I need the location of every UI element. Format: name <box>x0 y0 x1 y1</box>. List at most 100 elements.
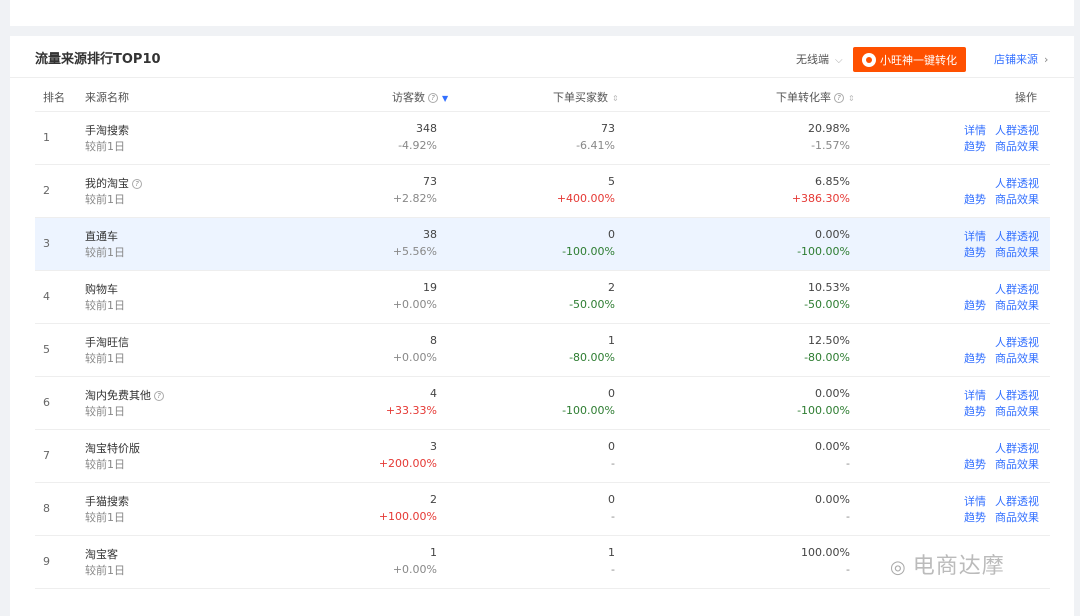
source-name-text: 淘宝特价版 <box>85 442 140 455</box>
help-icon[interactable]: ? <box>132 179 142 189</box>
conversion-change: -50.00% <box>804 298 850 311</box>
compare-label: 较前1日 <box>85 299 125 312</box>
card-header: 流量来源排行TOP10 无线端 ⌵ 小旺神一键转化 店铺来源 › <box>10 36 1074 78</box>
conversion-change: - <box>846 563 850 576</box>
product-effect-link[interactable]: 商品效果 <box>995 246 1039 259</box>
crowd-insight-link[interactable]: 人群透视 <box>995 177 1039 190</box>
visitors-value: 1 <box>430 546 437 559</box>
device-select-label: 无线端 <box>796 53 829 66</box>
table-row: 6 淘内免费其他? 较前1日 4 +33.33% 0 -100.00% 0.00% -100.0… <box>35 377 1050 430</box>
row-rank: 4 <box>43 290 50 303</box>
crowd-insight-link[interactable]: 人群透视 <box>995 283 1039 296</box>
buyers-change: -100.00% <box>562 404 615 417</box>
col-buyers[interactable]: 下单买家数 ⇕ <box>553 89 619 105</box>
crowd-insight-link[interactable]: 人群透视 <box>995 336 1039 349</box>
trend-link[interactable]: 趋势 <box>964 458 986 471</box>
row-rank: 9 <box>43 555 50 568</box>
conversion-change: -1.57% <box>811 139 850 152</box>
visitors-change: +0.00% <box>392 563 437 576</box>
trend-link[interactable]: 趋势 <box>964 352 986 365</box>
source-name: 手淘旺信 <box>85 334 129 350</box>
crowd-insight-link[interactable]: 人群透视 <box>995 230 1039 243</box>
detail-link[interactable]: 详情 <box>964 230 986 243</box>
row-rank: 5 <box>43 343 50 356</box>
sort-icon[interactable]: ⇕ <box>848 94 855 103</box>
col-ops: 操作 <box>1015 91 1037 104</box>
visitors-change: +5.56% <box>392 245 437 258</box>
conversion-value: 12.50% <box>808 334 850 347</box>
conversion-value: 0.00% <box>815 493 850 506</box>
one-click-convert-button[interactable]: 小旺神一键转化 <box>853 47 966 72</box>
product-effect-link[interactable]: 商品效果 <box>995 140 1039 153</box>
trend-link[interactable]: 趋势 <box>964 193 986 206</box>
source-name: 淘宝客 <box>85 546 118 562</box>
chevron-right-icon: › <box>1044 53 1049 66</box>
col-source: 来源名称 <box>85 91 129 104</box>
trend-link[interactable]: 趋势 <box>964 246 986 259</box>
col-visitors[interactable]: 访客数? ▼ <box>392 89 448 105</box>
detail-link[interactable]: 详情 <box>964 495 986 508</box>
visitors-value: 19 <box>423 281 437 294</box>
visitors-value: 73 <box>423 175 437 188</box>
source-name: 手猫搜索 <box>85 493 129 509</box>
product-effect-link[interactable]: 商品效果 <box>995 458 1039 471</box>
crowd-insight-link[interactable]: 人群透视 <box>995 495 1039 508</box>
help-icon[interactable]: ? <box>834 93 844 103</box>
compare-label: 较前1日 <box>85 405 125 418</box>
source-name-text: 淘宝客 <box>85 548 118 561</box>
product-effect-link[interactable]: 商品效果 <box>995 511 1039 524</box>
compare-label: 较前1日 <box>85 246 125 259</box>
wechat-icon: ◎ <box>890 557 907 578</box>
watermark: ◎ 电商达摩 <box>890 548 1005 580</box>
col-conversion-label: 下单转化率 <box>776 91 831 104</box>
trend-link[interactable]: 趋势 <box>964 140 986 153</box>
product-effect-link[interactable]: 商品效果 <box>995 352 1039 365</box>
buyers-value: 2 <box>608 281 615 294</box>
help-icon[interactable]: ? <box>428 93 438 103</box>
col-conversion[interactable]: 下单转化率? ⇕ <box>776 89 855 105</box>
row-rank: 8 <box>43 502 50 515</box>
visitors-value: 348 <box>416 122 437 135</box>
buyers-change: -50.00% <box>569 298 615 311</box>
crowd-insight-link[interactable]: 人群透视 <box>995 389 1039 402</box>
trend-link[interactable]: 趋势 <box>964 405 986 418</box>
conversion-value: 0.00% <box>815 228 850 241</box>
visitors-value: 3 <box>430 440 437 453</box>
table-row: 8 手猫搜索 较前1日 2 +100.00% 0 - 0.00% - 详情 人群透视 趋势 商品效果 <box>35 483 1050 536</box>
detail-link[interactable]: 详情 <box>964 389 986 402</box>
buyers-value: 0 <box>608 228 615 241</box>
buyers-change: -6.41% <box>576 139 615 152</box>
conversion-value: 20.98% <box>808 122 850 135</box>
visitors-change: +0.00% <box>392 298 437 311</box>
source-name: 淘宝特价版 <box>85 440 140 456</box>
visitors-change: +0.00% <box>392 351 437 364</box>
visitors-change: +200.00% <box>378 457 437 470</box>
top-card <box>10 0 1074 26</box>
detail-link[interactable]: 详情 <box>964 124 986 137</box>
compare-label: 较前1日 <box>85 564 125 577</box>
buyers-value: 0 <box>608 387 615 400</box>
source-name-text: 购物车 <box>85 283 118 296</box>
conversion-change: - <box>846 457 850 470</box>
product-effect-link[interactable]: 商品效果 <box>995 405 1039 418</box>
device-select[interactable]: 无线端 ⌵ <box>796 51 843 67</box>
crowd-insight-link[interactable]: 人群透视 <box>995 442 1039 455</box>
source-name: 直通车 <box>85 228 118 244</box>
visitors-change: +33.33% <box>385 404 437 417</box>
trend-link[interactable]: 趋势 <box>964 511 986 524</box>
trend-link[interactable]: 趋势 <box>964 299 986 312</box>
sort-icon[interactable]: ⇕ <box>612 94 619 103</box>
chevron-down-icon: ⌵ <box>835 55 843 66</box>
sort-desc-icon[interactable]: ▼ <box>442 94 449 103</box>
crowd-insight-link[interactable]: 人群透视 <box>995 124 1039 137</box>
product-effect-link[interactable]: 商品效果 <box>995 193 1039 206</box>
source-name: 手淘搜索 <box>85 122 129 138</box>
source-name-text: 我的淘宝 <box>85 177 129 190</box>
product-effect-link[interactable]: 商品效果 <box>995 299 1039 312</box>
traffic-source-card: 流量来源排行TOP10 无线端 ⌵ 小旺神一键转化 店铺来源 › 排名 来源名称 访… <box>10 36 1074 616</box>
help-icon[interactable]: ? <box>154 391 164 401</box>
shop-source-link[interactable]: 店铺来源 › <box>994 51 1048 67</box>
table-row: 4 购物车 较前1日 19 +0.00% 2 -50.00% 10.53% -50.00% 人群透… <box>35 271 1050 324</box>
row-rank: 3 <box>43 237 50 250</box>
visitors-value: 8 <box>430 334 437 347</box>
